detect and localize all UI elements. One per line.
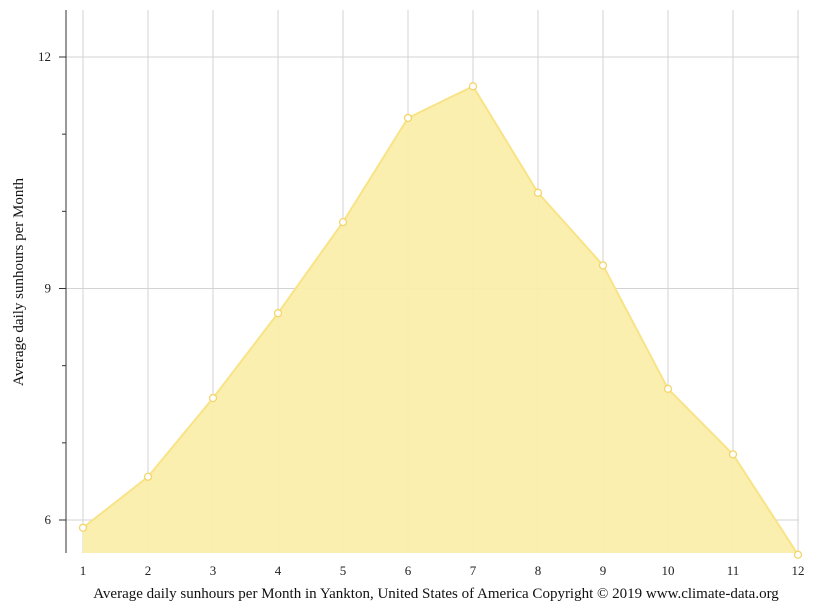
y-axis-label: Average daily sunhours per Month bbox=[11, 178, 27, 387]
data-point-3 bbox=[208, 393, 218, 403]
data-point-9 bbox=[598, 261, 608, 270]
data-point-6 bbox=[403, 113, 413, 123]
x-tick-label-8: 8 bbox=[535, 563, 542, 578]
y-tick-label-12: 12 bbox=[38, 49, 51, 64]
series-line bbox=[82, 85, 799, 556]
axes bbox=[59, 10, 67, 553]
x-tick-label-6: 6 bbox=[405, 563, 412, 578]
x-tick-label-11: 11 bbox=[727, 563, 740, 578]
data-points bbox=[78, 82, 803, 559]
x-tick-label-7: 7 bbox=[470, 563, 477, 578]
y-tick-label-6: 6 bbox=[45, 512, 52, 527]
data-point-2 bbox=[143, 472, 153, 481]
data-point-12 bbox=[793, 550, 803, 559]
x-tick-label-12: 12 bbox=[792, 563, 805, 578]
x-tick-label-2: 2 bbox=[145, 563, 152, 578]
data-point-7 bbox=[468, 82, 478, 91]
y-tick-labels: 6 9 12 bbox=[38, 49, 52, 527]
x-tick-label-3: 3 bbox=[210, 563, 217, 578]
data-point-11 bbox=[728, 450, 738, 459]
y-tick-label-9: 9 bbox=[45, 281, 52, 296]
x-tick-label-9: 9 bbox=[600, 563, 607, 578]
x-tick-label-10: 10 bbox=[662, 563, 675, 578]
data-point-5 bbox=[338, 217, 348, 227]
x-tick-label-4: 4 bbox=[275, 563, 282, 578]
data-point-10 bbox=[663, 384, 673, 393]
data-point-1 bbox=[78, 523, 88, 532]
x-axis-label: Average daily sunhours per Month in Yank… bbox=[93, 586, 779, 602]
area-fill bbox=[83, 86, 798, 555]
data-point-4 bbox=[273, 309, 283, 318]
x-tick-labels: 1 2 3 4 5 6 7 8 9 10 11 12 bbox=[80, 563, 805, 578]
x-tick-label-5: 5 bbox=[340, 563, 347, 578]
x-tick-label-1: 1 bbox=[80, 563, 87, 578]
data-point-8 bbox=[533, 188, 543, 197]
